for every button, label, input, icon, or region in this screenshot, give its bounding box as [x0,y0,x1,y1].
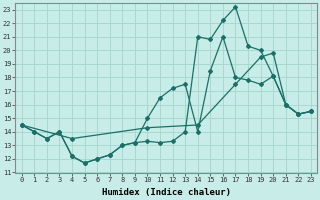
X-axis label: Humidex (Indice chaleur): Humidex (Indice chaleur) [102,188,231,197]
